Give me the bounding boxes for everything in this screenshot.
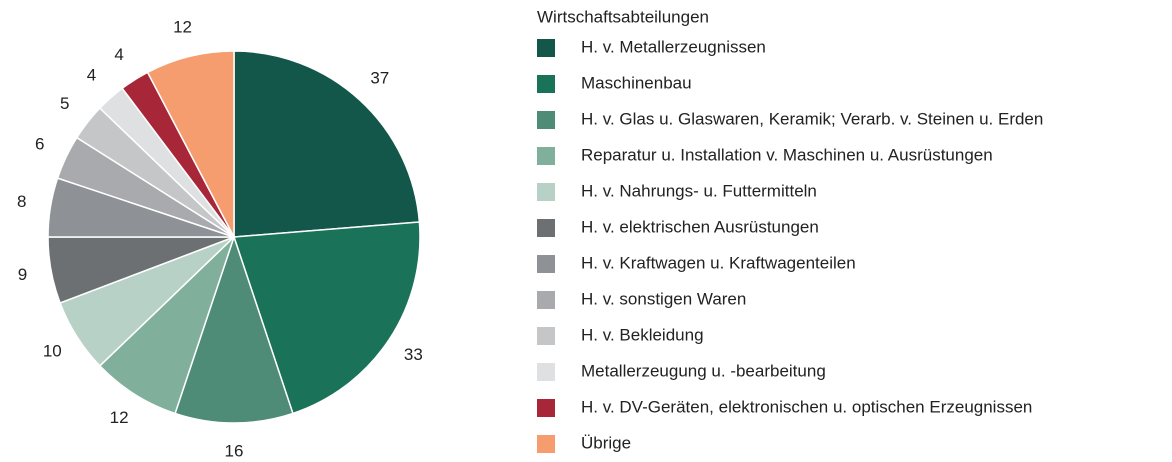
legend-swatch <box>537 183 555 201</box>
pie-slice <box>146 50 235 238</box>
pie-slice <box>174 234 294 424</box>
legend-label: Reparatur u. Installation v. Maschinen u… <box>581 145 993 164</box>
legend-label: H. v. sonstigen Waren <box>581 289 746 308</box>
legend-label: Übrige <box>581 433 631 452</box>
legend-swatch <box>537 255 555 273</box>
legend-swatch <box>537 435 555 453</box>
data-label: 4 <box>114 45 123 64</box>
legend-swatch <box>537 399 555 417</box>
legend-label: H. v. Glas u. Glaswaren, Keramik; Verarb… <box>581 109 1043 128</box>
data-label: 12 <box>110 408 129 427</box>
legend-label: H. v. Metallerzeugnissen <box>581 37 766 56</box>
legend-swatch <box>537 363 555 381</box>
data-label: 4 <box>87 66 96 85</box>
data-label: 5 <box>60 94 69 113</box>
legend-swatch <box>537 327 555 345</box>
data-label: 16 <box>225 441 244 460</box>
legend-swatch <box>537 111 555 129</box>
legend-label: H. v. Kraftwagen u. Kraftwagenteilen <box>581 253 856 272</box>
data-label: 10 <box>43 341 62 360</box>
data-label: 6 <box>35 134 44 153</box>
legend-swatch <box>537 291 555 309</box>
legend-label: H. v. DV-Geräten, elektronischen u. opti… <box>581 397 1032 416</box>
data-label: 9 <box>18 265 27 284</box>
pie-slice <box>232 221 421 415</box>
data-label: 12 <box>173 18 192 37</box>
legend-label: Metallerzeugung u. -bearbeitung <box>581 361 826 380</box>
data-label: 8 <box>17 192 26 211</box>
legend-swatch <box>537 147 555 165</box>
data-label: 33 <box>404 345 423 364</box>
legend-label: Maschinenbau <box>581 73 692 92</box>
legend-swatch <box>537 75 555 93</box>
legend-swatch <box>537 219 555 237</box>
data-label: 37 <box>370 68 389 87</box>
pie-slice <box>233 50 421 238</box>
legend-label: H. v. Bekleidung <box>581 325 704 344</box>
legend-swatch <box>537 39 555 57</box>
legend-title: Wirtschaftsabteilungen <box>537 7 709 26</box>
legend-label: H. v. Nahrungs- u. Futtermitteln <box>581 181 817 200</box>
legend-label: H. v. elektrischen Ausrüstungen <box>581 217 819 236</box>
